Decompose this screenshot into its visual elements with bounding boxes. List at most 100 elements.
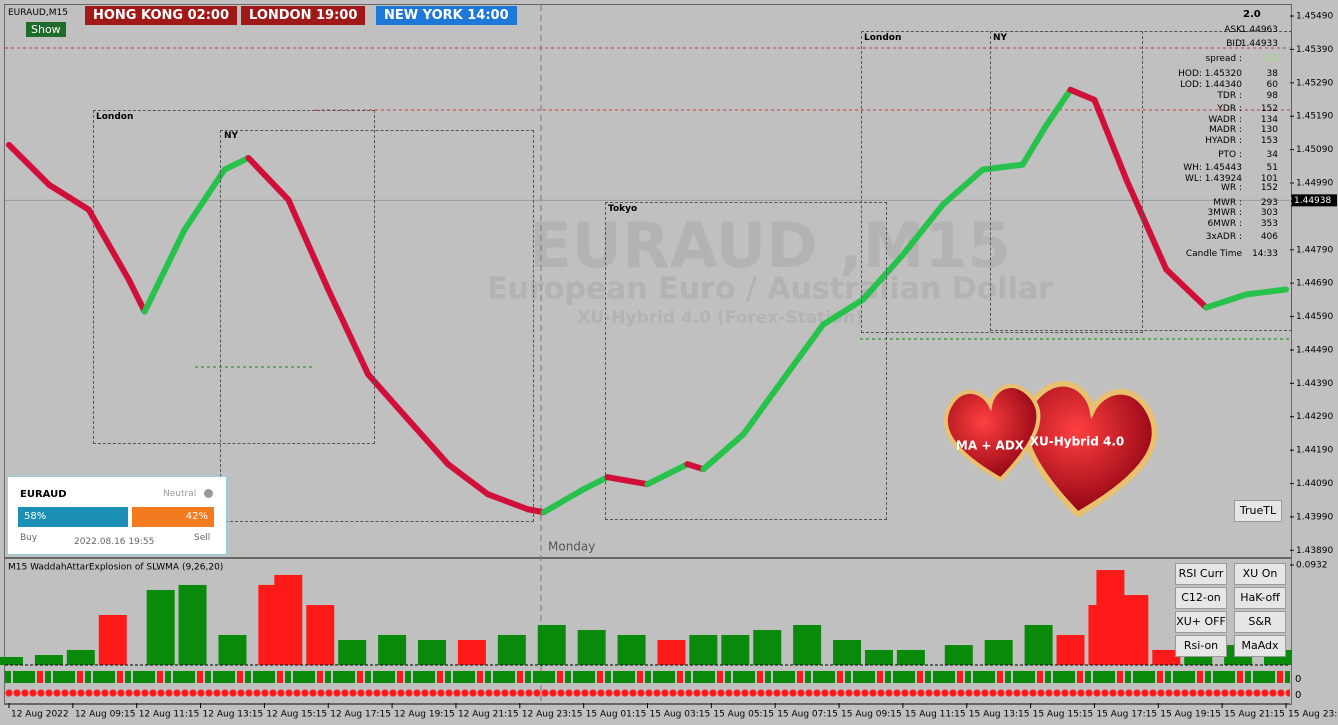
histogram-bar: [944, 645, 973, 665]
x-tick-label: 12 Aug 09:15: [75, 710, 136, 720]
watermark-subtitle: European Euro / Australian Dollar: [487, 272, 1053, 307]
heart-label: XU-Hybrid 4.0: [1030, 435, 1125, 449]
x-tick-label: 15 Aug 13:15: [969, 710, 1030, 720]
y-tick-label: 1.44490: [1296, 345, 1333, 355]
sentiment-symbol: EURAUD: [20, 489, 67, 500]
ma-segment: [1203, 291, 1250, 311]
version-label: 2.0: [1243, 9, 1261, 20]
histogram-bar: [896, 649, 925, 665]
session-box: [990, 31, 1292, 331]
histogram-bar: [338, 640, 367, 665]
info-value: 134: [1260, 115, 1278, 125]
ma-segment: [820, 296, 866, 328]
ma-segment: [1243, 286, 1290, 298]
tool-button[interactable]: Rsi-on: [1175, 635, 1227, 657]
x-tick-label: 15 Aug 15:15: [1033, 710, 1094, 720]
info-value: 14:33: [1252, 249, 1278, 259]
ma-segment: [221, 154, 252, 173]
x-tick-label: 12 Aug 13:15: [203, 710, 264, 720]
histogram-bar: [146, 590, 175, 665]
truetl-button[interactable]: TrueTL: [1234, 500, 1282, 522]
info-key: WH: 1.45443: [1183, 163, 1242, 173]
ma-segment: [1067, 86, 1098, 103]
tool-button[interactable]: RSI Curr: [1175, 563, 1227, 585]
sentiment-widget: EURAUD Neutral 58% 42% Buy 2022.08.16 19…: [7, 476, 227, 555]
x-tick-label: 15 Aug 01:15: [586, 710, 647, 720]
info-key: PTO :: [1218, 150, 1242, 160]
session-box-label: Tokyo: [608, 204, 638, 214]
ma-segment: [444, 461, 491, 498]
histogram-bar: [657, 640, 686, 665]
histogram-bar: [457, 640, 486, 665]
signal-row: [5, 689, 1290, 697]
info-key: WADR :: [1208, 115, 1242, 125]
buy-label: Buy: [20, 533, 38, 543]
ma-segment: [405, 416, 451, 468]
row-label: 0: [1295, 690, 1301, 701]
sell-label: Sell: [194, 533, 211, 543]
info-key: WR :: [1220, 183, 1242, 193]
x-tick-label: 12 Aug 17:15: [330, 710, 391, 720]
y-tick-label: 1.45090: [1296, 145, 1333, 155]
info-value: 130: [1260, 125, 1278, 135]
info-key: YDR :: [1217, 104, 1242, 114]
info-value: 353: [1260, 219, 1278, 229]
tool-button[interactable]: MaAdx: [1234, 635, 1286, 657]
ma-segment: [1091, 96, 1130, 183]
x-tick-label: 12 Aug 11:15: [139, 710, 200, 720]
session-clock: LONDON 19:00: [241, 6, 366, 25]
tool-button[interactable]: HaK-off: [1234, 587, 1286, 609]
buy-bar: 58%: [18, 507, 128, 527]
info-key: WL: 1.43924: [1184, 174, 1242, 184]
ma-segment: [899, 201, 946, 258]
histogram-bar: [418, 640, 447, 665]
x-tick-label: 12 Aug 15:15: [266, 710, 327, 720]
show-button[interactable]: Show: [26, 22, 66, 37]
info-key: ASK: [1224, 25, 1242, 35]
x-tick-label: 15 Aug 21:15: [1224, 710, 1285, 720]
histogram-bar: [617, 634, 646, 665]
info-value: 51: [1266, 163, 1278, 173]
ma-segment: [859, 251, 906, 303]
info-key: HOD: 1.45320: [1178, 69, 1242, 79]
y-tick-label: 1.43890: [1296, 546, 1333, 556]
histogram-bar: [1056, 634, 1085, 665]
y-tick-label: 1.45490: [1296, 12, 1333, 22]
info-key: BID: [1226, 39, 1242, 49]
sentiment-status: Neutral: [163, 489, 197, 499]
ma-segment: [285, 196, 332, 293]
histogram-bar: [1152, 649, 1181, 665]
histogram-bar: [984, 640, 1013, 665]
histogram-bar: [378, 634, 407, 665]
info-value: 3.0: [1263, 54, 1278, 64]
x-tick-label: 15 Aug 19:15: [1160, 710, 1221, 720]
ma-segment: [939, 166, 986, 208]
info-value: 406: [1260, 232, 1278, 242]
info-key: spread :: [1205, 54, 1242, 64]
info-value: 38: [1266, 69, 1278, 79]
y-tick-label: 1.44390: [1296, 379, 1333, 389]
tool-button[interactable]: XU On: [1234, 563, 1286, 585]
ma-segment: [325, 286, 372, 378]
ma-segment: [780, 321, 827, 383]
ma-segment: [580, 474, 611, 493]
ma-segment: [45, 181, 92, 213]
status-dot: [204, 489, 213, 498]
tool-button[interactable]: S&R: [1234, 611, 1286, 633]
tool-button[interactable]: C12-on: [1175, 587, 1227, 609]
session-box: [605, 202, 887, 520]
current-price-label: 1.44938: [1294, 196, 1331, 206]
info-value: 34: [1266, 150, 1278, 160]
info-key: 3MWR :: [1207, 208, 1242, 218]
y-tick-label: 1.44690: [1296, 279, 1333, 289]
y-tick-label: 1.44090: [1296, 479, 1333, 489]
info-key: LOD: 1.44340: [1180, 80, 1242, 90]
y-tick-label: 1.44190: [1296, 446, 1333, 456]
tool-button[interactable]: XU+ OFF: [1175, 611, 1227, 633]
histogram-bar: [721, 634, 750, 665]
session-clock: NEW YORK 14:00: [376, 6, 517, 25]
histogram-bar: [497, 634, 526, 665]
info-value: 1.44963: [1240, 25, 1278, 35]
histogram-bar: [793, 624, 822, 665]
watermark-caption: XU-Hybrid 4.0 (Forex-Station): [577, 308, 862, 328]
